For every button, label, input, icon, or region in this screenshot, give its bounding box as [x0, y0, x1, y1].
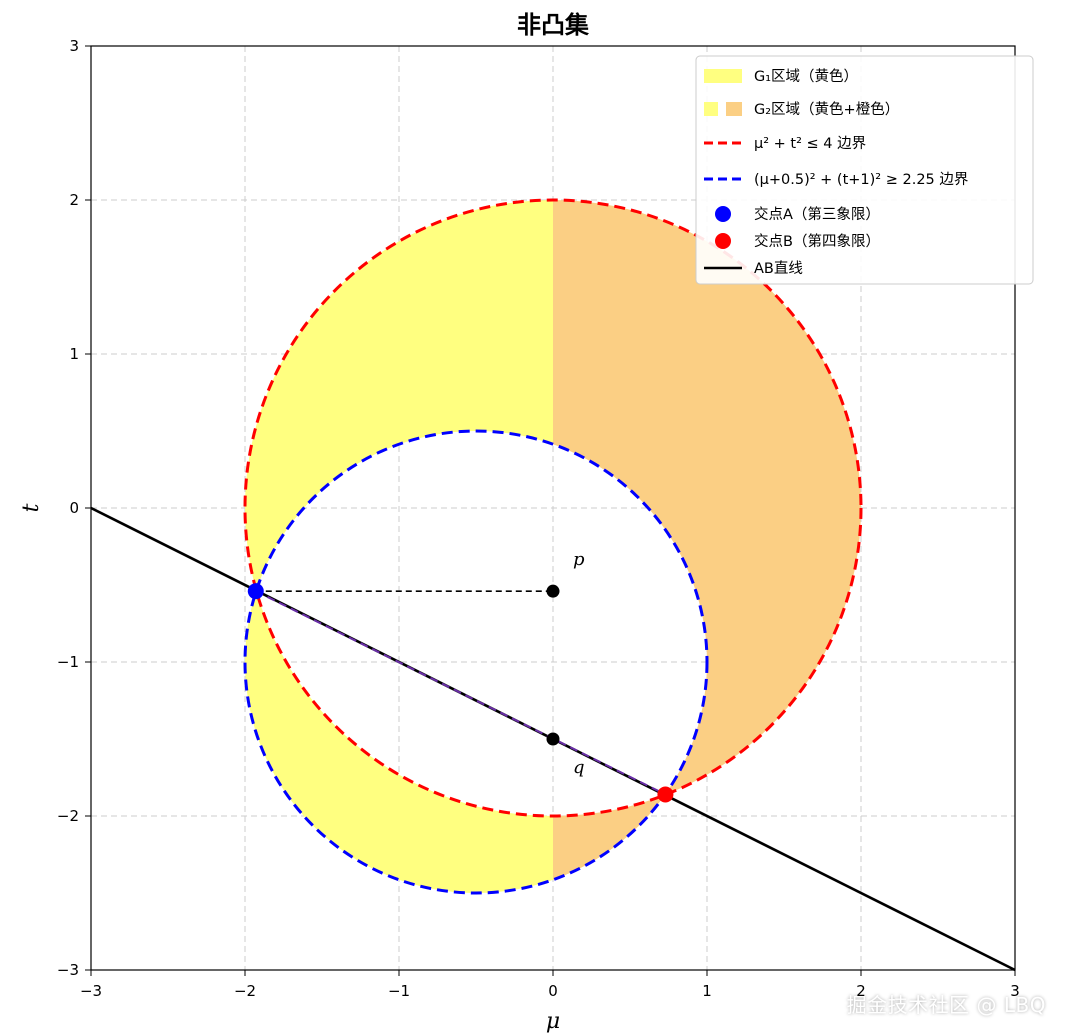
- x-axis-label: μ: [546, 1009, 560, 1034]
- legend-label: (μ+0.5)² + (t+1)² ≥ 2.25 边界: [754, 171, 968, 188]
- x-tick-label: −2: [234, 982, 256, 1000]
- intersection-a-point: [247, 583, 264, 600]
- x-tick-label: 0: [548, 982, 558, 1000]
- annotation-p-point: [546, 584, 560, 598]
- data-points: pq: [247, 549, 674, 803]
- annotation-p-label: p: [573, 549, 585, 570]
- y-tick-label: 2: [69, 191, 79, 209]
- y-tick-label: −3: [57, 961, 79, 979]
- legend-label: AB直线: [754, 260, 803, 277]
- legend-g2-swatch-orange: [726, 102, 742, 116]
- legend-g2-swatch-yellow: [704, 102, 718, 116]
- axis-ticks: −3 −2 −1 0 1 2 3 −3 −2 −1 0 1 2 3: [57, 37, 1020, 1000]
- watermark: 掘金技术社区 @ LBQ: [846, 993, 1046, 1017]
- legend-4-marker: [715, 206, 731, 222]
- legend-box: [695, 55, 1034, 285]
- x-tick-label: 2: [856, 982, 866, 1000]
- y-tick-label: 0: [69, 499, 79, 517]
- y-tick-label: 1: [69, 345, 79, 363]
- x-tick-label: 3: [1010, 982, 1020, 1000]
- legend-5-marker: [715, 233, 731, 249]
- y-tick-label: −2: [57, 807, 79, 825]
- y-tick-label: −1: [57, 653, 79, 671]
- legend-label: μ² + t² ≤ 4 边界: [754, 135, 866, 152]
- legend-label: G₂区域（黄色+橙色）: [754, 101, 899, 118]
- chart-title: 非凸集: [517, 11, 590, 39]
- annotation-q-label: q: [573, 757, 585, 778]
- x-tick-label: −3: [80, 982, 102, 1000]
- region-g1-fill: [245, 200, 553, 893]
- annotation-q-point: [546, 732, 560, 746]
- inner-boundary-line: [243, 429, 709, 895]
- ab-segment-dashed: [255, 590, 666, 796]
- x-tick-label: −1: [388, 982, 410, 1000]
- legend: G₁区域（黄色） G₂区域（黄色+橙色） μ² + t² ≤ 4 边界 (μ+0.5)…: [695, 55, 1034, 285]
- legend-label: G₁区域（黄色）: [754, 68, 858, 85]
- legend-label: 交点A（第三象限）: [754, 205, 880, 223]
- y-tick-label: 3: [69, 37, 79, 55]
- y-axis-label: t: [19, 503, 44, 512]
- legend-label: 交点B（第四象限）: [754, 232, 880, 250]
- x-tick-label: 1: [702, 982, 712, 1000]
- legend-g1-swatch: [704, 69, 742, 83]
- intersection-b-point: [657, 786, 674, 803]
- outer-boundary-line: [243, 198, 863, 818]
